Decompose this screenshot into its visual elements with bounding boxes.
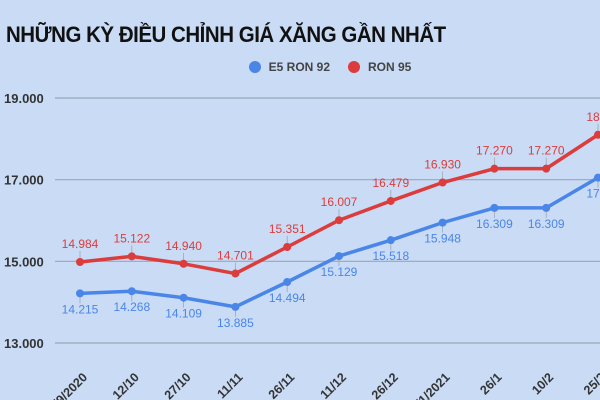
x-tick-label: 25/2 [581,370,600,397]
data-point [335,216,343,225]
data-label: 16.479 [372,176,409,190]
data-label: 15.948 [424,232,461,246]
legend-label-e5: E5 RON 92 [268,60,330,74]
x-tick-label: 11/12 [318,370,350,400]
y-tick-label: 19.000 [4,91,44,106]
data-label: 16.309 [476,217,513,231]
data-point [76,289,84,298]
data-point [179,259,188,268]
x-tick-label: 26/12 [369,370,401,400]
legend-marker-ron95 [348,61,360,73]
y-tick-label: 15.000 [4,254,44,269]
legend-label-ron95: RON 95 [368,60,412,74]
data-point [127,252,136,261]
data-label: 17.270 [476,144,513,158]
data-label: 16.309 [528,217,565,231]
x-tick-label: 12/10 [110,370,142,400]
data-point [542,203,551,212]
data-label: 14.215 [62,302,99,316]
data-label: 16.007 [321,195,358,209]
chart-title: NHỮNG KỲ ĐIỀU CHỈNH GIÁ XĂNG GẦN NHẤT [6,22,446,47]
data-label: 15.518 [372,249,409,263]
data-point [490,164,499,173]
x-tick-label: 10/2 [529,370,556,397]
data-label: 14.701 [217,249,254,263]
data-point [386,236,395,245]
data-point [594,130,600,139]
data-point [231,269,240,278]
data-point [76,257,84,266]
data-point [386,196,395,205]
x-tick-label: 11/11 [214,370,245,400]
data-point [490,203,499,212]
data-point [283,277,292,286]
x-tick-label: 26/1 [477,370,504,397]
data-point [127,287,136,296]
data-point [438,218,447,227]
legend-item-e5: E5 RON 92 [248,60,330,74]
x-tick-label: 11/1/2021 [404,370,453,400]
data-label: 15.122 [113,231,150,245]
y-tick-label: 13.000 [4,336,44,351]
data-point [335,252,343,261]
data-label: 17.0 [586,187,600,201]
data-label: 14.268 [113,300,150,314]
data-point [283,243,292,252]
data-point [231,302,240,311]
data-label: 14.984 [62,237,99,251]
x-tick-label: 26/9/2020 [41,370,90,400]
data-label: 15.351 [269,222,306,236]
data-label: 15.129 [321,265,358,279]
data-point [542,164,551,173]
data-label: 16.930 [424,158,461,172]
y-tick-label: 17.000 [4,173,44,188]
x-tick-label: 27/10 [162,370,194,400]
legend: E5 RON 92 RON 95 [0,60,600,74]
data-label: 13.885 [217,316,254,330]
data-point [179,293,188,302]
data-point [438,178,447,187]
data-label: 14.940 [165,239,202,253]
legend-item-ron95: RON 95 [348,60,411,74]
data-point [594,173,600,182]
data-label: 17.270 [528,144,565,158]
data-label: 18.0 [586,110,600,124]
legend-marker-e5 [248,61,261,73]
x-tick-label: 26/11 [266,370,298,400]
data-label: 14.494 [269,291,306,305]
data-label: 14.109 [165,307,202,321]
